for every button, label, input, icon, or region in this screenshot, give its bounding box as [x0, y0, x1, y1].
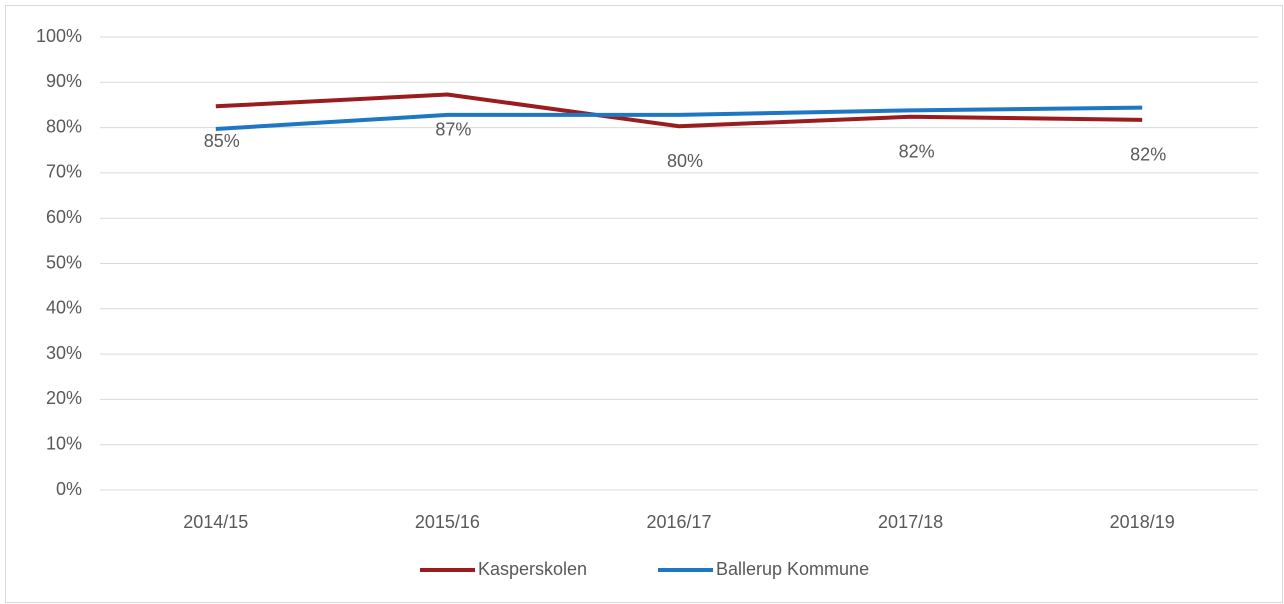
series-line — [215, 92, 1143, 129]
data-label: 80% — [667, 151, 703, 171]
y-tick-label: 60% — [46, 207, 82, 227]
y-tick-label: 20% — [46, 388, 82, 408]
y-tick-label: 30% — [46, 343, 82, 363]
legend-label: Kasperskolen — [478, 559, 587, 579]
y-tick-label: 100% — [36, 26, 82, 46]
x-tick-label: 2018/19 — [1110, 512, 1175, 532]
x-tick-label: 2017/18 — [878, 512, 943, 532]
series-line — [215, 105, 1143, 131]
legend-label: Ballerup Kommune — [716, 559, 869, 579]
y-tick-label: 10% — [46, 433, 82, 453]
x-tick-label: 2015/16 — [415, 512, 480, 532]
y-tick-label: 70% — [46, 162, 82, 182]
data-label: 85% — [204, 131, 240, 151]
data-label: 87% — [435, 119, 471, 139]
x-tick-label: 2016/17 — [646, 512, 711, 532]
x-tick-label: 2014/15 — [183, 512, 248, 532]
data-label: 82% — [1130, 145, 1166, 165]
data-label: 82% — [899, 141, 935, 161]
y-tick-label: 80% — [46, 116, 82, 136]
y-tick-label: 90% — [46, 71, 82, 91]
y-tick-label: 50% — [46, 252, 82, 272]
y-tick-label: 0% — [56, 479, 82, 499]
chart-frame — [5, 5, 1283, 603]
y-tick-label: 40% — [46, 298, 82, 318]
